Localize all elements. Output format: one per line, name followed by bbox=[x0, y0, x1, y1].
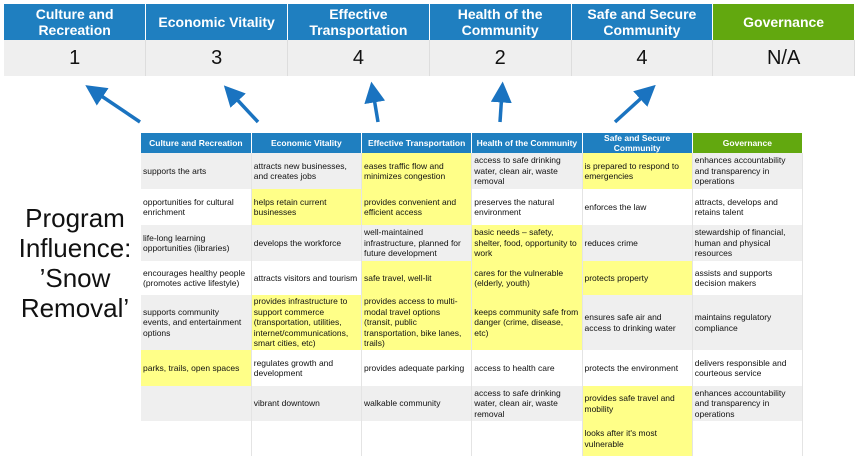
matrix-cell bbox=[361, 421, 473, 456]
matrix-cell bbox=[141, 421, 252, 456]
score-value-4: 4 bbox=[571, 40, 714, 76]
matrix-cell: helps retain current businesses bbox=[251, 189, 363, 225]
matrix-cell: enhances accountability and transparency… bbox=[692, 153, 804, 189]
matrix-cell: provides safe travel and mobility bbox=[582, 386, 693, 421]
matrix-cell: well-maintained infrastructure, planned … bbox=[361, 225, 473, 261]
matrix-cell: provides adequate parking bbox=[361, 350, 473, 386]
top-header-5: Governance bbox=[712, 4, 855, 40]
matrix-cell: is prepared to respond to emergencies bbox=[582, 153, 693, 189]
matrix-cell: delivers responsible and courteous servi… bbox=[692, 350, 804, 386]
matrix-cell: opportunities for cultural enrichment bbox=[141, 189, 252, 225]
matrix-cell: protects property bbox=[582, 261, 693, 295]
matrix-row: life-long learning opportunities (librar… bbox=[141, 225, 804, 261]
matrix-cell: attracts visitors and tourism bbox=[251, 261, 363, 295]
score-value-3: 2 bbox=[429, 40, 572, 76]
score-value-1: 3 bbox=[145, 40, 288, 76]
matrix-cell: ensures safe air and access to drinking … bbox=[582, 295, 693, 350]
matrix-header-4: Safe and Secure Community bbox=[582, 133, 693, 153]
matrix-row: vibrant downtown walkable community access… bbox=[141, 386, 804, 421]
matrix-cell: vibrant downtown bbox=[251, 386, 363, 421]
arrow-1 bbox=[223, 85, 260, 124]
matrix-cell: walkable community bbox=[361, 386, 473, 421]
arrow-4 bbox=[613, 84, 656, 124]
top-header-3: Health of the Community bbox=[429, 4, 572, 40]
matrix-cell: access to safe drinking water, clean air… bbox=[471, 153, 583, 189]
top-header-1: Economic Vitality bbox=[145, 4, 288, 40]
matrix-cell: develops the workforce bbox=[251, 225, 363, 261]
matrix-cell bbox=[251, 421, 363, 456]
matrix-cell: encourages healthy people (promotes acti… bbox=[141, 261, 252, 295]
matrix-cell: access to health care bbox=[471, 350, 583, 386]
matrix-cell: stewardship of financial, human and phys… bbox=[692, 225, 804, 261]
matrix-cell: preserves the natural environment bbox=[471, 189, 583, 225]
matrix-cell: enforces the law bbox=[582, 189, 693, 225]
arrow-3 bbox=[490, 81, 512, 123]
matrix-row: supports the arts attracts new businesses… bbox=[141, 153, 804, 189]
matrix-cell: attracts new businesses, and creates job… bbox=[251, 153, 363, 189]
matrix-row: opportunities for cultural enrichment hel… bbox=[141, 189, 804, 225]
score-value-0: 1 bbox=[4, 40, 147, 76]
matrix-header-5: Governance bbox=[692, 133, 804, 153]
matrix-cell: life-long learning opportunities (librar… bbox=[141, 225, 252, 261]
score-value-2: 4 bbox=[287, 40, 430, 76]
matrix-cell: looks after it's most vulnerable bbox=[582, 421, 693, 456]
top-header-2: Effective Transportation bbox=[287, 4, 430, 40]
matrix-cell: basic needs – safety, shelter, food, opp… bbox=[471, 225, 583, 261]
matrix-header-1: Economic Vitality bbox=[251, 133, 363, 153]
matrix-row: encourages healthy people (promotes acti… bbox=[141, 261, 804, 295]
matrix-cell: supports the arts bbox=[141, 153, 252, 189]
matrix-cell: enhances accountability and transparency… bbox=[692, 386, 804, 421]
matrix-row: looks after it's most vulnerable bbox=[141, 421, 804, 456]
top-header-0: Culture and Recreation bbox=[4, 4, 147, 40]
matrix-cell: provides infrastructure to support comme… bbox=[251, 295, 363, 350]
matrix-cell: regulates growth and development bbox=[251, 350, 363, 386]
matrix-header-2: Effective Transportation bbox=[361, 133, 473, 153]
matrix-cell: eases traffic flow and minimizes congest… bbox=[361, 153, 473, 189]
matrix-cell: provides access to multi-modal travel op… bbox=[361, 295, 473, 350]
arrow-2 bbox=[364, 81, 386, 123]
matrix-cell bbox=[471, 421, 583, 456]
matrix-cell: provides convenient and efficient access bbox=[361, 189, 473, 225]
matrix-cell: access to safe drinking water, clean air… bbox=[471, 386, 583, 421]
top-header-4: Safe and Secure Community bbox=[571, 4, 714, 40]
matrix-header-3: Health of the Community bbox=[471, 133, 583, 153]
matrix-row: parks, trails, open spaces regulates grow… bbox=[141, 350, 804, 386]
matrix-cell: attracts, develops and retains talent bbox=[692, 189, 804, 225]
matrix-cell: maintains regulatory compliance bbox=[692, 295, 804, 350]
matrix-cell: reduces crime bbox=[582, 225, 693, 261]
matrix-cell bbox=[692, 421, 804, 456]
matrix-cell: protects the environment bbox=[582, 350, 693, 386]
matrix-cell: keeps community safe from danger (crime,… bbox=[471, 295, 583, 350]
matrix-cell bbox=[141, 386, 252, 421]
influence-matrix: Culture and Recreation Economic Vitality E… bbox=[141, 133, 804, 456]
matrix-row: supports community events, and entertain… bbox=[141, 295, 804, 350]
score-value-5: N/A bbox=[712, 40, 855, 76]
program-influence-label: Program Influence: ’Snow Removal’ bbox=[18, 203, 132, 323]
matrix-cell: assists and supports decision makers bbox=[692, 261, 804, 295]
matrix-header-0: Culture and Recreation bbox=[141, 133, 252, 153]
matrix-cell: parks, trails, open spaces bbox=[141, 350, 252, 386]
matrix-cell: cares for the vulnerable (elderly, youth… bbox=[471, 261, 583, 295]
matrix-cell: safe travel, well-lit bbox=[361, 261, 473, 295]
matrix-cell: supports community events, and entertain… bbox=[141, 295, 252, 350]
arrow-0 bbox=[85, 85, 141, 124]
score-table: Culture and Recreation Economic Vitality E… bbox=[4, 4, 855, 76]
